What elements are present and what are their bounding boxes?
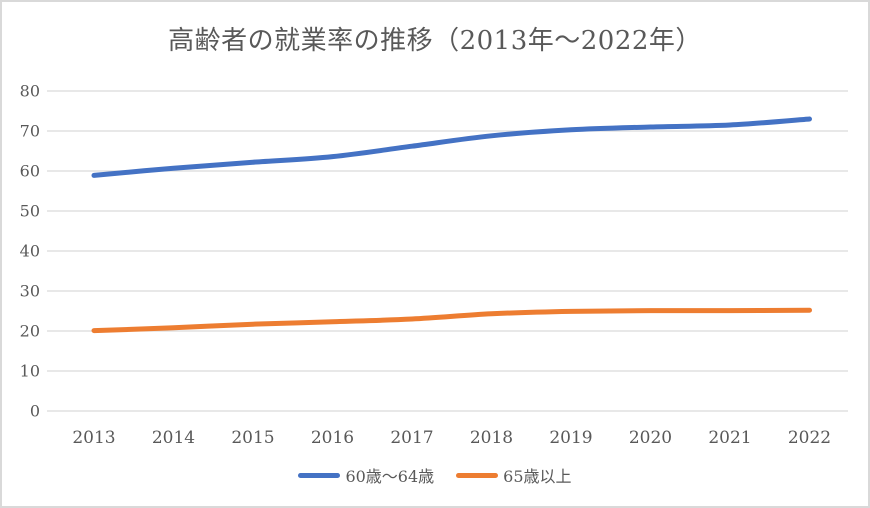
x-tick-label: 2017 <box>390 428 433 448</box>
x-tick-label: 2019 <box>549 428 592 448</box>
y-tick-label: 30 <box>20 282 40 301</box>
x-tick-label: 2020 <box>629 428 672 448</box>
legend-label-65-plus: 65歳以上 <box>503 467 572 486</box>
x-tick-label: 2015 <box>231 428 274 448</box>
x-tick-label: 2013 <box>72 428 115 448</box>
y-tick-label: 70 <box>20 122 40 141</box>
y-tick-label: 20 <box>20 322 40 341</box>
legend-item-65-plus: 65歳以上 <box>456 463 572 487</box>
y-tick-label: 80 <box>20 82 40 101</box>
series-line-60-64 <box>91 116 812 178</box>
x-tick-label: 2014 <box>152 428 195 448</box>
y-tick-label: 0 <box>30 402 40 421</box>
x-tick-label: 2022 <box>788 428 831 448</box>
series-line-65-plus <box>91 307 812 334</box>
legend-swatch-60-64 <box>298 472 341 478</box>
legend-item-60-64: 60歳〜64歳 <box>298 463 434 487</box>
legend-label-60-64: 60歳〜64歳 <box>345 467 435 486</box>
x-tick-label: 2018 <box>470 428 513 448</box>
y-tick-label: 10 <box>20 362 40 381</box>
legend-swatch-65-plus <box>456 472 499 478</box>
y-tick-label: 50 <box>20 202 40 221</box>
chart-title: 高齢者の就業率の推移（2013年〜2022年） <box>168 26 702 56</box>
legend: 60歳〜64歳 65歳以上 <box>2 460 868 490</box>
x-tick-label: 2016 <box>311 428 354 448</box>
x-tick-label: 2021 <box>708 428 751 448</box>
y-tick-label: 60 <box>20 162 40 181</box>
y-tick-label: 40 <box>20 242 40 261</box>
